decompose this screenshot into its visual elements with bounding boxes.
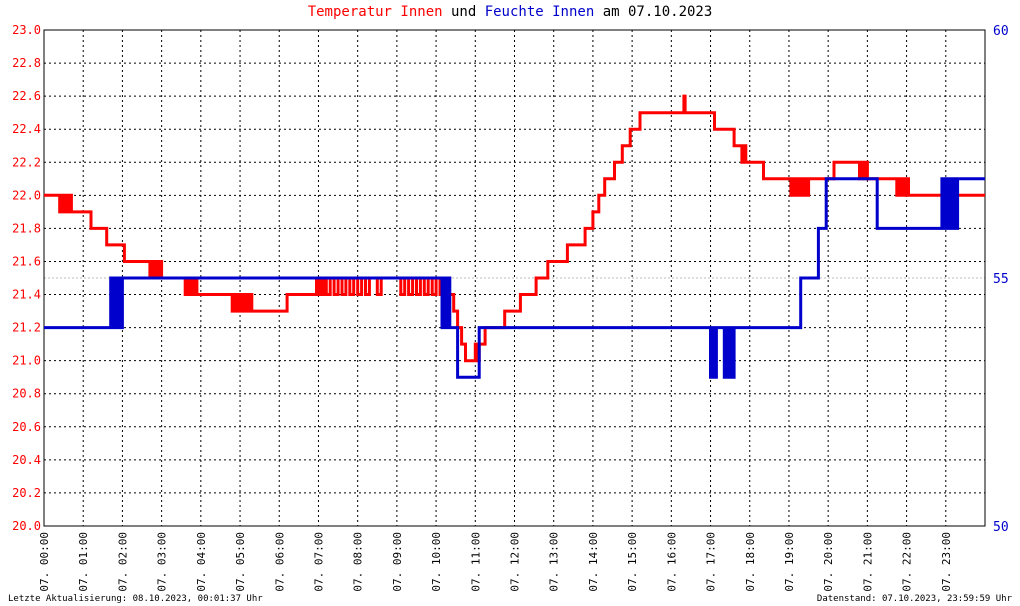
x-axis: 07. 00:00 07. 01:00 07. 02:00 07. 03:00 07. …	[38, 532, 953, 592]
y-left-tick-label: 22.6	[12, 89, 41, 103]
y-left-tick-label: 20.0	[12, 519, 41, 533]
title-temperature: Temperatur Innen	[307, 4, 443, 20]
title-humidity: Feuchte Innen	[484, 4, 595, 20]
x-tick-label: 07. 00:00	[38, 532, 51, 592]
y-left-tick-label: 22.4	[12, 122, 41, 136]
x-tick-label: 07. 08:00	[352, 532, 365, 592]
series-line-temperature	[44, 94, 985, 363]
x-tick-label: 07. 17:00	[705, 532, 718, 592]
x-tick-label: 07. 22:00	[901, 532, 914, 592]
footer-data-status: Datenstand: 07.10.2023, 23:59:59 Uhr	[816, 594, 1012, 604]
y-right-tick-label: 60	[993, 24, 1009, 39]
y-right-tick-label: 55	[993, 272, 1009, 287]
x-tick-label: 07. 12:00	[509, 532, 522, 592]
footer-last-update: Letzte Aktualisierung: 08.10.2023, 00:01…	[8, 594, 263, 604]
y-left-tick-label: 21.4	[12, 288, 41, 302]
x-tick-label: 07. 03:00	[156, 532, 169, 592]
y-axis-right: 50 55 60	[993, 24, 1009, 535]
x-tick-label: 07. 21:00	[861, 532, 874, 592]
y-left-tick-label: 20.2	[12, 486, 41, 500]
y-right-tick-label: 50	[993, 520, 1009, 535]
chart-title: Temperatur Innen und Feuchte Innen am 07…	[0, 4, 1020, 20]
x-tick-label: 07. 09:00	[391, 532, 404, 592]
grid	[44, 30, 985, 526]
x-tick-label: 07. 07:00	[312, 532, 325, 592]
x-tick-label: 07. 19:00	[783, 532, 796, 592]
x-tick-label: 07. 14:00	[587, 532, 600, 592]
series-line-humidity	[44, 177, 985, 379]
y-left-tick-label: 21.0	[12, 354, 41, 368]
y-left-tick-label: 23.0	[12, 23, 41, 37]
x-tick-label: 07. 04:00	[195, 532, 208, 592]
plot-border	[43, 29, 986, 527]
x-tick-label: 07. 15:00	[626, 532, 639, 592]
plot-frame	[43, 29, 986, 527]
y-left-tick-label: 21.6	[12, 254, 41, 268]
x-tick-label: 07. 05:00	[234, 532, 247, 592]
y-left-tick-label: 20.6	[12, 420, 41, 434]
y-axis-left: 20.0 20.2 20.4 20.6 20.8 21.0 21.2 21.4 21.6 21.8…	[12, 23, 41, 533]
y-left-tick-label: 21.2	[12, 321, 41, 335]
x-tick-label: 07. 11:00	[469, 532, 482, 592]
x-tick-label: 07. 02:00	[116, 532, 129, 592]
x-tick-label: 07. 23:00	[940, 532, 953, 592]
y-left-tick-label: 20.4	[12, 453, 41, 467]
x-tick-label: 07. 20:00	[822, 532, 835, 592]
y-left-tick-label: 22.2	[12, 155, 41, 169]
x-tick-label: 07. 10:00	[430, 532, 443, 592]
x-tick-label: 07. 01:00	[77, 532, 90, 592]
series-lines	[44, 94, 985, 379]
y-left-tick-label: 20.8	[12, 387, 41, 401]
title-connector: und	[442, 4, 485, 20]
y-left-tick-label: 22.0	[12, 188, 41, 202]
y-left-tick-label: 21.8	[12, 221, 41, 235]
x-tick-label: 07. 18:00	[744, 532, 757, 592]
x-tick-label: 07. 16:00	[665, 532, 678, 592]
y-left-tick-label: 22.8	[12, 56, 41, 70]
x-tick-label: 07. 06:00	[273, 532, 286, 592]
x-tick-label: 07. 13:00	[548, 532, 561, 592]
title-date: am 07.10.2023	[594, 4, 713, 20]
